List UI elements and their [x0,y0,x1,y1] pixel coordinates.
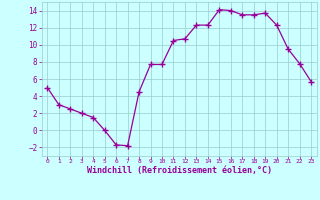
X-axis label: Windchill (Refroidissement éolien,°C): Windchill (Refroidissement éolien,°C) [87,166,272,175]
